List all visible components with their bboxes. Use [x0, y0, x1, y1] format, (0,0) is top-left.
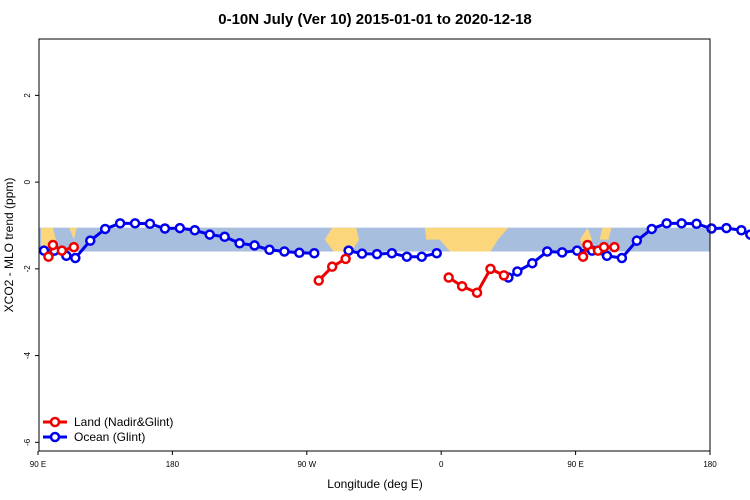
y-tick-label: -6 [23, 438, 32, 446]
legend-label-ocean: Ocean (Glint) [74, 430, 145, 444]
ocean-data-point [616, 252, 628, 264]
land-data-point [577, 251, 589, 262]
ocean-data-point [371, 248, 383, 260]
ocean-data-point [144, 218, 156, 229]
y-axis-label: XCO2 - MLO trend (ppm) [2, 178, 16, 313]
x-tick-label: 180 [166, 460, 180, 469]
chart-title: 0-10N July (Ver 10) 2015-01-01 to 2020-1… [218, 11, 532, 28]
y-tick-label: -2 [23, 265, 32, 273]
x-tick-label: 90 E [567, 460, 583, 469]
ocean-data-point [416, 251, 428, 262]
ocean-data-point [343, 245, 354, 256]
ocean-data-point [601, 250, 613, 262]
land-data-point [598, 241, 610, 253]
legend-label-land: Land (Nadir&Glint) [74, 415, 173, 429]
ocean-data-point [401, 251, 413, 262]
land-data-point [313, 275, 324, 286]
ocean-data-point [512, 266, 523, 277]
ocean-data-point [541, 246, 553, 257]
ocean-data-point [294, 247, 305, 259]
ocean-data-point [249, 240, 260, 251]
legend-marker-ocean [49, 431, 61, 443]
ocean-data-point [736, 225, 747, 236]
ocean-data-point [234, 238, 245, 249]
land-data-point [47, 239, 59, 251]
ocean-data-point [85, 235, 96, 246]
x-tick-label: 180 [703, 460, 717, 469]
x-tick-label: 90 W [297, 460, 316, 469]
ocean-data-point [279, 246, 290, 257]
ocean-data-point [114, 218, 126, 229]
ocean-data-point [129, 218, 141, 229]
land-data-point [498, 270, 510, 281]
land-data-point [485, 263, 496, 275]
ocean-data-point [174, 222, 186, 234]
plot-frame [38, 38, 711, 452]
y-tick-label: -4 [23, 351, 32, 359]
ocean-data-point [676, 218, 687, 229]
ocean-data-point [661, 218, 672, 229]
land-data-point [326, 261, 338, 272]
land-shape [324, 227, 360, 252]
y-tick-label: 0 [23, 179, 32, 184]
ocean-data-point [309, 247, 320, 259]
land-series-line [47, 243, 75, 258]
ocean-data-point [386, 247, 398, 259]
ocean-data-point [99, 223, 111, 235]
land-data-point [340, 253, 351, 265]
x-tick-label: 0 [439, 460, 444, 469]
x-tick-label: 90 E [30, 460, 46, 469]
ocean-data-point [571, 245, 583, 256]
land-silhouettes [40, 227, 612, 252]
land-shape [599, 227, 612, 240]
land-data-point [443, 272, 454, 283]
ocean-data-point [356, 248, 368, 259]
y-tick-label: 2 [23, 93, 32, 98]
land-data-point [456, 280, 468, 292]
ocean-data-point [556, 247, 568, 258]
ocean-data-point [159, 223, 171, 234]
ocean-data-point [219, 231, 230, 243]
ocean-data-point [631, 235, 643, 246]
ocean-data-point [70, 252, 81, 264]
plot-area: 2 0 -2 -4 -6 90 E 180 90 W 0 90 E 180 [23, 93, 750, 469]
land-data-point [43, 251, 54, 262]
ocean-data-point [691, 218, 702, 229]
land-data-point [68, 241, 80, 253]
ocean-data-point [204, 229, 215, 240]
ocean-data-point [646, 223, 658, 235]
land-data-point [609, 241, 620, 253]
ocean-data-point [431, 247, 442, 259]
land-data-point [582, 239, 593, 251]
x-axis-label: Longitude (deg E) [327, 477, 422, 491]
legend-marker-land [49, 416, 61, 428]
land-shape [69, 227, 77, 240]
ocean-data-point [721, 222, 732, 234]
ocean-data-point [527, 257, 538, 269]
land-data-point [56, 245, 68, 256]
ocean-data-point [264, 244, 275, 256]
land-shape [424, 227, 509, 252]
land-data-point [471, 287, 483, 298]
ocean-data-point [706, 223, 717, 234]
ocean-data-point [745, 229, 750, 240]
legend: Land (Nadir&Glint) Ocean (Glint) [43, 415, 173, 444]
ocean-data-point [189, 225, 201, 236]
